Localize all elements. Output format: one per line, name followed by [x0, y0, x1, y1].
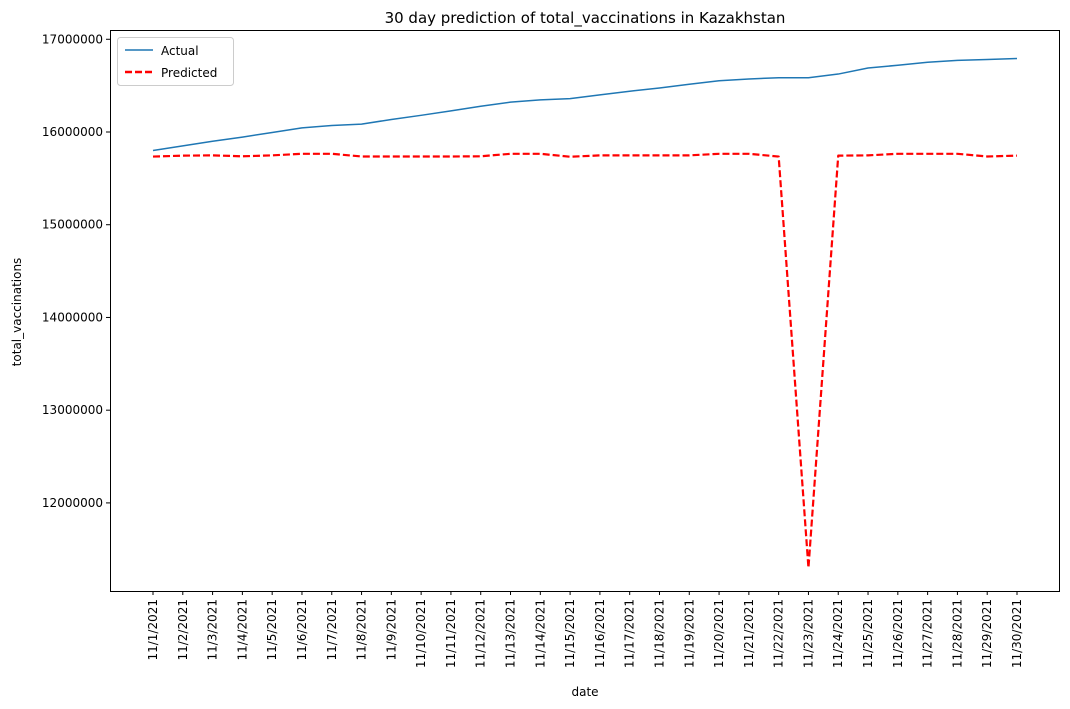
x-tick-label: 11/4/2021 — [235, 599, 249, 661]
x-tick-label: 11/19/2021 — [682, 599, 696, 668]
x-tick-label: 11/8/2021 — [355, 599, 369, 661]
x-tick-label: 11/12/2021 — [474, 599, 488, 668]
x-tick-label: 11/23/2021 — [801, 599, 815, 668]
x-tick-label: 11/7/2021 — [325, 599, 339, 661]
y-tick-label: 17000000 — [42, 32, 103, 46]
x-axis: 11/1/2021 11/2/2021 11/3/2021 11/4/2021 11/5… — [146, 591, 1024, 668]
x-tick-label: 11/24/2021 — [831, 599, 845, 668]
x-tick-label: 11/15/2021 — [563, 599, 577, 668]
x-tick-label: 11/26/2021 — [891, 599, 905, 668]
series-line-actual — [152, 57, 1018, 152]
series-layer — [152, 57, 1018, 569]
x-tick-label: 11/28/2021 — [950, 599, 964, 668]
x-tick-label: 11/25/2021 — [861, 599, 875, 668]
x-tick-label: 11/5/2021 — [265, 599, 279, 661]
y-tick-label: 14000000 — [42, 310, 103, 324]
legend-label-actual: Actual — [161, 44, 199, 58]
series-line-predicted — [152, 152, 1018, 569]
x-tick-label: 11/18/2021 — [652, 599, 666, 668]
x-tick-label: 11/2/2021 — [176, 599, 190, 661]
x-tick-label: 11/1/2021 — [146, 599, 160, 661]
x-tick-label: 11/22/2021 — [772, 599, 786, 668]
legend: Actual Predicted — [117, 37, 234, 86]
chart-title: 30 day prediction of total_vaccinations … — [385, 9, 786, 28]
x-tick-label: 11/30/2021 — [1010, 599, 1024, 668]
y-axis: 12000000 13000000 14000000 15000000 16000000… — [42, 32, 110, 510]
y-tick-label: 13000000 — [42, 403, 103, 417]
x-tick-label: 11/11/2021 — [444, 599, 458, 668]
x-tick-label: 11/3/2021 — [206, 599, 220, 661]
y-tick-label: 15000000 — [42, 218, 103, 232]
x-tick-label: 11/17/2021 — [623, 599, 637, 668]
y-tick-label: 12000000 — [42, 496, 103, 510]
x-axis-label: date — [571, 685, 598, 699]
x-tick-label: 11/27/2021 — [921, 599, 935, 668]
x-tick-label: 11/13/2021 — [504, 599, 518, 668]
x-tick-label: 11/16/2021 — [593, 599, 607, 668]
y-axis-label: total_vaccinations — [10, 258, 24, 367]
y-tick-label: 16000000 — [42, 125, 103, 139]
legend-label-predicted: Predicted — [161, 66, 217, 80]
x-tick-label: 11/6/2021 — [295, 599, 309, 661]
x-tick-label: 11/10/2021 — [414, 599, 428, 668]
x-tick-label: 11/21/2021 — [742, 599, 756, 668]
x-tick-label: 11/14/2021 — [533, 599, 547, 668]
x-tick-label: 11/29/2021 — [980, 599, 994, 668]
x-tick-label: 11/9/2021 — [384, 599, 398, 661]
x-tick-label: 11/20/2021 — [712, 599, 726, 668]
plot-area-frame — [110, 30, 1060, 592]
